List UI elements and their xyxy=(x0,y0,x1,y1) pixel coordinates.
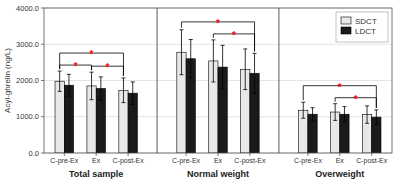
error-bar xyxy=(374,110,378,125)
legend-frame xyxy=(336,12,388,42)
error-bar xyxy=(121,78,125,103)
x-tick xyxy=(371,153,372,156)
error-bar xyxy=(99,77,103,100)
x-tick-label: C-pre-Ex xyxy=(172,157,201,165)
x-tick-label: C-post-Ex xyxy=(113,157,145,165)
y-tick-label: 2000.0 xyxy=(16,76,39,85)
x-tick xyxy=(96,153,97,156)
x-tick-label: C-pre-Ex xyxy=(294,157,323,165)
bar xyxy=(55,81,64,153)
error-bar xyxy=(67,74,71,96)
x-tick-label: Ex xyxy=(214,157,223,164)
group-divider xyxy=(278,8,279,153)
error-bar xyxy=(365,106,369,123)
error-bar xyxy=(179,30,183,75)
legend-swatch xyxy=(341,27,351,34)
error-bar xyxy=(189,40,193,78)
x-tick xyxy=(128,153,129,156)
bars xyxy=(55,30,381,153)
group-label: Overweight xyxy=(315,169,364,179)
significance-label: * xyxy=(232,30,236,41)
y-tick xyxy=(41,116,44,117)
y-tick-label: 0.0 xyxy=(29,149,39,158)
legend: SDCTLDCT xyxy=(336,12,388,42)
error-bar xyxy=(90,72,94,100)
error-bar xyxy=(333,104,337,121)
x-tick-label: Ex xyxy=(92,157,101,164)
significance-label: * xyxy=(106,62,110,73)
error-bar xyxy=(243,49,247,90)
legend-label: SDCT xyxy=(355,17,377,26)
x-tick xyxy=(218,153,219,156)
x-tick xyxy=(64,153,65,156)
group-label: Total sample xyxy=(69,169,123,179)
group-divider xyxy=(157,8,158,153)
y-tick-label: 4000.0 xyxy=(16,4,39,13)
x-tick-label: Ex xyxy=(336,157,345,164)
error-bar xyxy=(342,107,346,122)
error-bar xyxy=(301,102,305,118)
y-tick xyxy=(41,8,44,9)
x-tick-label: C-pre-Ex xyxy=(50,157,79,165)
error-bar xyxy=(131,82,135,104)
significance-label: * xyxy=(90,49,94,60)
y-tick xyxy=(41,44,44,45)
error-bar xyxy=(253,53,257,93)
legend-swatch xyxy=(341,17,351,24)
y-tick-label: 1000.0 xyxy=(16,112,39,121)
group-label: Normal weight xyxy=(187,169,249,179)
significance-label: * xyxy=(74,61,78,72)
y-tick xyxy=(41,80,44,81)
error-bar xyxy=(221,45,225,89)
x-tick-label: C-post-Ex xyxy=(234,157,266,165)
y-tick xyxy=(41,153,44,154)
y-tick-label: 3000.0 xyxy=(16,40,39,49)
y-axis-label: Acyl-ghrelin (ng/L) xyxy=(3,48,12,113)
x-tick-label: C-post-Ex xyxy=(356,157,388,165)
plot-frame xyxy=(44,8,392,153)
error-bar xyxy=(311,108,315,121)
significance-label: * xyxy=(354,94,358,105)
x-tick xyxy=(339,153,340,156)
significance-label: * xyxy=(216,18,220,29)
chart: 0.0 1000.0 2000.0 3000.0 4000.0 Acyl-ghrelin … xyxy=(0,0,400,187)
x-tick xyxy=(249,153,250,156)
legend-label: LDCT xyxy=(355,27,376,36)
error-bar xyxy=(211,40,215,82)
x-tick xyxy=(307,153,308,156)
grid-line xyxy=(44,44,392,45)
x-tick xyxy=(186,153,187,156)
error-bar xyxy=(58,71,62,91)
significance-label: * xyxy=(338,82,342,93)
